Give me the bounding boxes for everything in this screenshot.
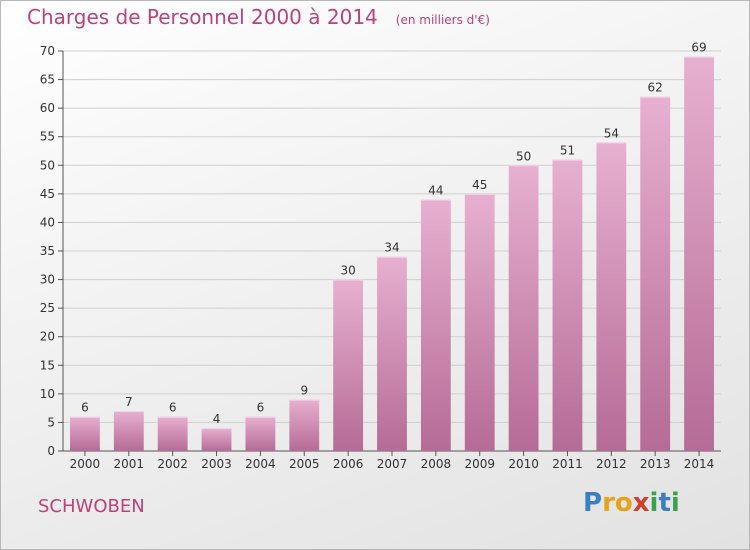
logo-letter: x (632, 488, 650, 518)
chart-title: Charges de Personnel 2000 à 2014 (27, 5, 378, 29)
y-tick-label: 65 (40, 73, 55, 87)
data-label: 34 (384, 241, 399, 255)
data-label: 69 (691, 41, 706, 55)
x-tick-label: 2009 (464, 457, 495, 471)
bar-2012 (596, 142, 627, 451)
data-label: 30 (340, 264, 355, 278)
data-label: 54 (604, 126, 619, 140)
x-tick-label: 2003 (201, 457, 232, 471)
data-label: 6 (257, 401, 265, 415)
y-tick-label: 30 (40, 273, 55, 287)
x-tick-label: 2012 (596, 457, 627, 471)
x-tick-label: 2004 (245, 457, 276, 471)
data-label: 62 (648, 81, 663, 95)
title-row: Charges de Personnel 2000 à 2014 (en mil… (27, 5, 490, 29)
x-tick-label: 2000 (70, 457, 101, 471)
data-label: 51 (560, 144, 575, 158)
y-tick-label: 5 (47, 415, 55, 429)
data-label: 6 (169, 401, 177, 415)
bar-2010 (508, 165, 539, 452)
bar-2003 (201, 428, 232, 451)
data-label: 7 (125, 395, 133, 409)
data-label: 50 (516, 149, 531, 163)
y-tick-label: 60 (40, 101, 55, 115)
logo-letter: i (670, 488, 680, 518)
x-tick-label: 2011 (552, 457, 583, 471)
logo-letter: t (658, 488, 671, 518)
bar-2009 (464, 193, 495, 451)
data-label: 4 (213, 412, 221, 426)
bar-2004 (245, 416, 276, 451)
bar-2011 (552, 159, 583, 452)
y-tick-label: 50 (40, 158, 55, 172)
x-tick-label: 2005 (289, 457, 320, 471)
logo-letter: P (583, 488, 603, 518)
y-tick-label: 0 (47, 444, 55, 458)
x-tick-label: 2007 (377, 457, 408, 471)
data-label: 45 (472, 178, 487, 192)
y-tick-label: 10 (40, 387, 55, 401)
y-tick-label: 40 (40, 215, 55, 229)
y-tick-label: 15 (40, 358, 55, 372)
logo-letter: o (614, 488, 633, 518)
x-tick-label: 2008 (421, 457, 452, 471)
x-tick-label: 2010 (508, 457, 539, 471)
bar-2014 (684, 56, 714, 451)
x-tick-label: 2006 (333, 457, 364, 471)
bar-2006 (333, 279, 364, 451)
x-tick-label: 2001 (114, 457, 145, 471)
data-label: 44 (428, 184, 443, 198)
x-axis-labels: 2000 2001 2002 2003 2004 2005 2006 2007 2008 2009… (70, 451, 715, 471)
logo-letter: r (602, 488, 615, 518)
bar-2000 (70, 416, 100, 451)
logo-letter: i (649, 488, 659, 518)
data-label: 9 (300, 384, 308, 398)
data-label: 6 (81, 401, 89, 415)
y-tick-label: 70 (40, 44, 55, 58)
commune-name: SCHWOBEN (38, 496, 145, 517)
x-tick-label: 2002 (157, 457, 188, 471)
chart-subtitle: (en milliers d'€) (395, 13, 490, 27)
y-tick-label: 35 (40, 244, 55, 258)
x-tick-label: 2013 (640, 457, 671, 471)
bar-2005 (289, 399, 320, 451)
y-tick-label: 55 (40, 130, 55, 144)
y-tick-label: 45 (40, 187, 55, 201)
bar-2002 (157, 416, 188, 451)
proxiti-logo: Proxiti (583, 488, 680, 518)
bar-2007 (377, 256, 407, 451)
bar-2001 (113, 411, 144, 451)
x-tick-label: 2014 (684, 457, 715, 471)
bar-2008 (420, 199, 451, 451)
y-tick-label: 25 (40, 301, 55, 315)
bar-2013 (640, 96, 671, 451)
y-tick-label: 20 (40, 330, 55, 344)
